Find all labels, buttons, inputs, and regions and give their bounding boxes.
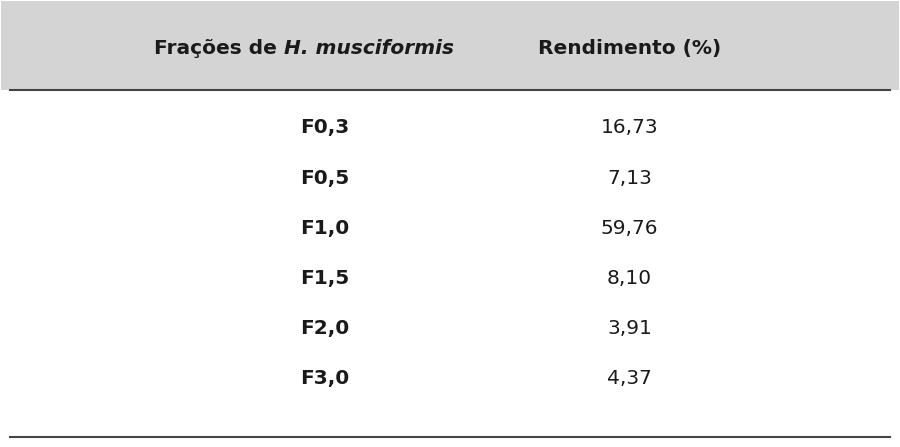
- Text: F1,5: F1,5: [300, 269, 349, 288]
- FancyBboxPatch shape: [2, 1, 898, 90]
- Text: F1,0: F1,0: [300, 219, 349, 238]
- Text: Rendimento (%): Rendimento (%): [538, 38, 721, 58]
- Text: 8,10: 8,10: [607, 269, 652, 288]
- Text: F2,0: F2,0: [300, 319, 349, 338]
- Text: 16,73: 16,73: [600, 118, 658, 138]
- Text: 59,76: 59,76: [600, 219, 658, 238]
- Text: 4,37: 4,37: [607, 370, 652, 388]
- Text: Frações de: Frações de: [154, 38, 284, 58]
- Text: F0,5: F0,5: [300, 169, 349, 188]
- Text: 7,13: 7,13: [607, 169, 652, 188]
- Text: H. musciformis: H. musciformis: [284, 38, 454, 58]
- Text: F3,0: F3,0: [300, 370, 349, 388]
- Text: F0,3: F0,3: [300, 118, 349, 138]
- Text: 3,91: 3,91: [607, 319, 652, 338]
